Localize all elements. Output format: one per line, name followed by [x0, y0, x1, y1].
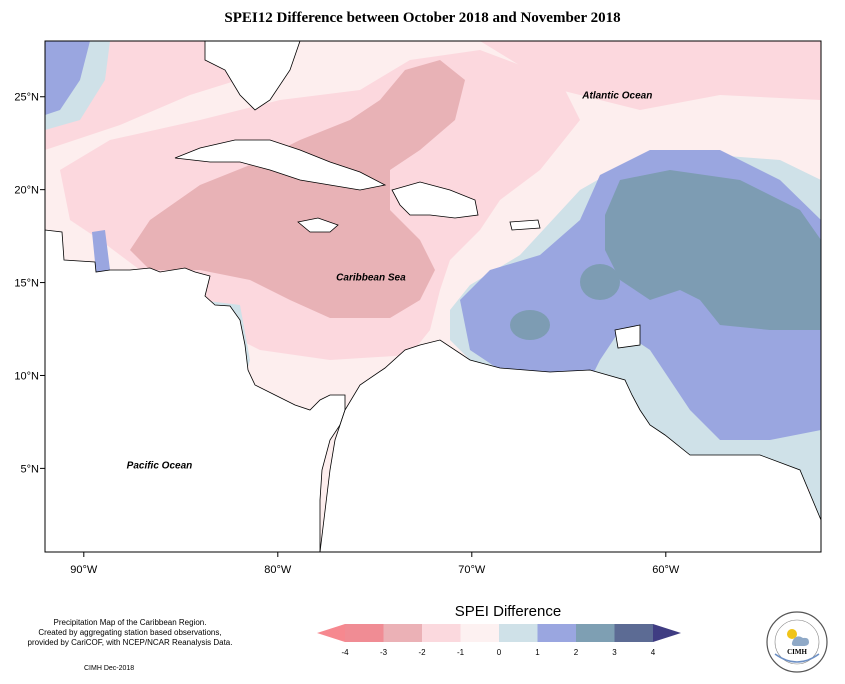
legend-swatch: [499, 624, 538, 642]
positive-region-gulf: [92, 230, 110, 272]
legend-tick-label: -2: [418, 648, 426, 657]
color-legend: -4 -3 -2 -1 0 1 2 3 4: [317, 624, 681, 657]
map-title: SPEI12 Difference between October 2018 a…: [224, 10, 621, 26]
latitude-ticks: 25°N 20°N 15°N 10°N 5°N: [14, 92, 45, 475]
positive-region-nw: [45, 41, 90, 115]
y-tick-label: 5°N: [21, 463, 40, 475]
longitude-ticks: 90°W 80°W 70°W 60°W: [70, 552, 680, 576]
strong-positive-region-east: [605, 170, 821, 330]
trinidad-island: [614, 324, 641, 349]
legend-low-arrow: [317, 624, 345, 642]
legend-swatch: [422, 624, 461, 642]
region-label: Pacific Ocean: [127, 460, 193, 471]
credits-line: Created by aggregating station based obs…: [38, 628, 222, 637]
cimh-logo: CIMH: [766, 611, 828, 673]
region-label: Atlantic Ocean: [581, 91, 652, 102]
legend-tick-label: -1: [457, 648, 465, 657]
legend-swatch: [460, 624, 499, 642]
legend-tick-label: -4: [341, 648, 349, 657]
credits-line: Precipitation Map of the Caribbean Regio…: [53, 618, 207, 627]
legend-swatch: [576, 624, 615, 642]
credits-date: CIMH Dec-2018: [84, 665, 135, 672]
strong-negative-region-central: [130, 60, 465, 318]
y-tick-label: 20°N: [14, 185, 39, 197]
x-tick-label: 70°W: [458, 564, 486, 576]
legend-swatch: [383, 624, 422, 642]
cuba-island: [174, 139, 387, 191]
map-frame: [44, 40, 822, 553]
credits-block: Precipitation Map of the Caribbean Regio…: [10, 618, 250, 648]
region-labels: Atlantic Ocean Caribbean Sea Pacific Ocean: [127, 91, 653, 472]
florida-land: [204, 41, 301, 111]
hispaniola-island: [391, 181, 479, 219]
credits-line: provided by CariCOF, with NCEP/NCAR Rean…: [27, 638, 233, 647]
region-label: Caribbean Sea: [336, 273, 406, 284]
x-tick-label: 90°W: [70, 564, 98, 576]
legend-tick-label: 3: [612, 648, 617, 657]
x-tick-label: 80°W: [264, 564, 292, 576]
strong-positive-cell-2: [580, 264, 620, 300]
cloud-icon: [791, 636, 809, 646]
land-masses: [45, 41, 821, 552]
legend-tick-label: -3: [380, 648, 388, 657]
legend-title: SPEI Difference: [454, 603, 562, 620]
legend-tick-label: 2: [574, 648, 579, 657]
legend-tick-label: 1: [535, 648, 540, 657]
legend-swatch: [537, 624, 576, 642]
legend-tick-label: 0: [497, 648, 502, 657]
legend-swatch: [345, 624, 384, 642]
y-tick-label: 25°N: [14, 92, 39, 104]
near-zero-region-north: [480, 41, 821, 110]
y-tick-label: 10°N: [14, 370, 39, 382]
legend-high-arrow: [653, 624, 681, 642]
y-tick-label: 15°N: [14, 278, 39, 290]
logo-text: CIMH: [787, 648, 807, 656]
legend-swatch: [614, 624, 653, 642]
jamaica-island: [297, 217, 339, 233]
strong-positive-cell: [510, 310, 550, 340]
sun-icon: [787, 629, 797, 639]
puerto-rico-island: [509, 219, 541, 231]
x-tick-label: 60°W: [652, 564, 680, 576]
legend-tick-label: 4: [651, 648, 656, 657]
south-america-land: [319, 339, 821, 552]
